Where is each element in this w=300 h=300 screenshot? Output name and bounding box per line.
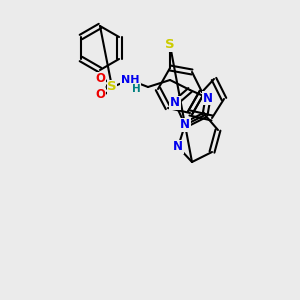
Text: N: N [203, 92, 213, 104]
Text: S: S [107, 80, 117, 94]
Text: O: O [95, 73, 105, 85]
Text: S: S [165, 38, 175, 52]
Text: N: N [170, 97, 180, 110]
Text: O: O [95, 88, 105, 101]
Text: NH: NH [121, 75, 139, 85]
Text: N: N [173, 140, 183, 154]
Text: N: N [180, 118, 190, 131]
Text: H: H [132, 84, 140, 94]
